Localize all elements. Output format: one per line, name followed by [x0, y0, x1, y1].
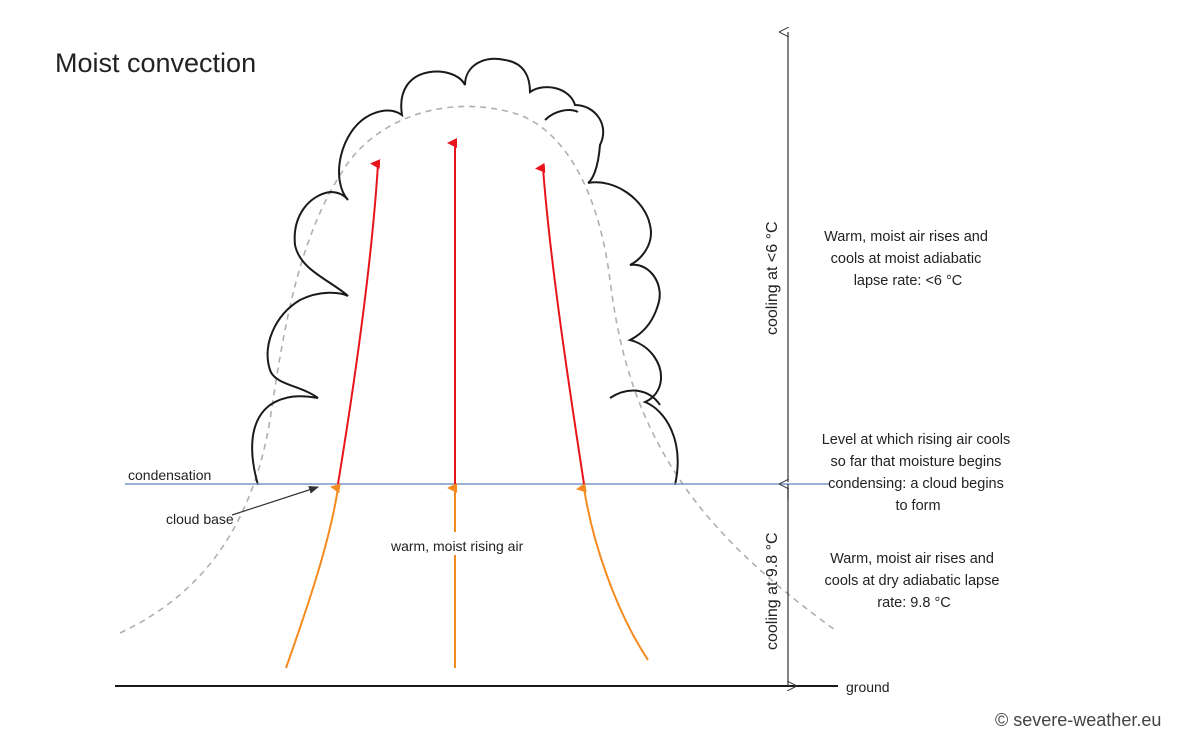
- rising-air-label: warm, moist rising air: [390, 538, 524, 554]
- cloud-base-label: cloud base: [166, 511, 234, 527]
- cooling-upper-label: cooling at <6 °C: [764, 221, 781, 335]
- cloud-base-pointer: [231, 485, 319, 516]
- ground-label: ground: [846, 679, 890, 695]
- page-title: Moist convection: [55, 48, 256, 78]
- rising-arrow-right-upper: [535, 162, 585, 485]
- dashed-envelope: [119, 105, 836, 634]
- condensation-label: condensation: [128, 467, 211, 483]
- condensation-level-note: Level at which rising air cools so far t…: [822, 432, 1015, 514]
- cooling-lower-label: cooling at 9.8 °C: [764, 532, 781, 650]
- rising-arrow-left-upper: [337, 159, 381, 485]
- rising-arrow-left-lower: [285, 483, 341, 669]
- cloud-inner-lobe: [609, 389, 661, 406]
- cloud-outline-right: [587, 181, 679, 486]
- rising-arrow-right-lower: [576, 482, 649, 661]
- moist-adiabatic-note: Warm, moist air rises and cools at moist…: [824, 229, 992, 289]
- cloud-inner-lobe: [544, 109, 579, 121]
- credit-text: © severe-weather.eu: [995, 710, 1161, 730]
- cloud-outline: [251, 57, 605, 486]
- dry-adiabatic-note: Warm, moist air rises and cools at dry a…: [825, 551, 1004, 611]
